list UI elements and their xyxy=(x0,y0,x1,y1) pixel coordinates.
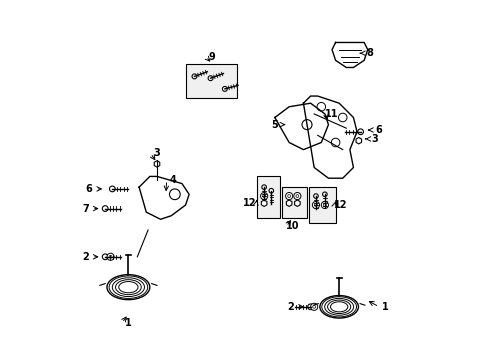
Circle shape xyxy=(262,185,266,189)
Text: 6: 6 xyxy=(85,184,92,194)
Text: 12: 12 xyxy=(243,198,256,208)
Circle shape xyxy=(287,195,290,198)
Circle shape xyxy=(313,194,318,198)
Circle shape xyxy=(102,254,108,260)
Circle shape xyxy=(321,202,328,208)
Circle shape xyxy=(285,193,292,200)
Text: 8: 8 xyxy=(366,48,372,58)
Circle shape xyxy=(268,188,273,193)
Text: 2: 2 xyxy=(82,252,89,262)
Circle shape xyxy=(295,195,298,198)
Text: 1: 1 xyxy=(382,302,388,312)
Text: 11: 11 xyxy=(325,109,338,119)
Circle shape xyxy=(208,76,213,81)
Text: 10: 10 xyxy=(285,221,299,231)
Bar xyxy=(257,176,280,217)
Bar xyxy=(185,64,237,98)
Circle shape xyxy=(260,193,267,200)
Text: 2: 2 xyxy=(287,302,294,312)
Text: 4: 4 xyxy=(169,175,176,185)
Circle shape xyxy=(293,193,300,200)
Circle shape xyxy=(357,129,363,135)
Text: 12: 12 xyxy=(333,200,347,210)
Circle shape xyxy=(109,186,115,192)
Text: 9: 9 xyxy=(208,52,215,62)
Circle shape xyxy=(322,192,326,197)
Circle shape xyxy=(312,202,319,208)
Circle shape xyxy=(310,303,317,310)
Circle shape xyxy=(262,195,265,198)
Bar xyxy=(308,187,335,223)
Bar xyxy=(282,187,306,217)
Circle shape xyxy=(102,206,108,211)
Text: 7: 7 xyxy=(82,203,89,213)
Text: 3: 3 xyxy=(153,148,160,158)
Text: 6: 6 xyxy=(374,125,381,135)
Circle shape xyxy=(109,255,112,258)
Text: 3: 3 xyxy=(371,134,378,144)
Circle shape xyxy=(307,304,313,310)
Circle shape xyxy=(312,305,315,308)
Circle shape xyxy=(192,74,197,79)
Text: 1: 1 xyxy=(125,318,131,328)
Circle shape xyxy=(323,203,325,206)
Circle shape xyxy=(107,253,114,260)
Text: 5: 5 xyxy=(271,120,278,130)
Circle shape xyxy=(222,86,227,91)
Circle shape xyxy=(314,203,317,206)
